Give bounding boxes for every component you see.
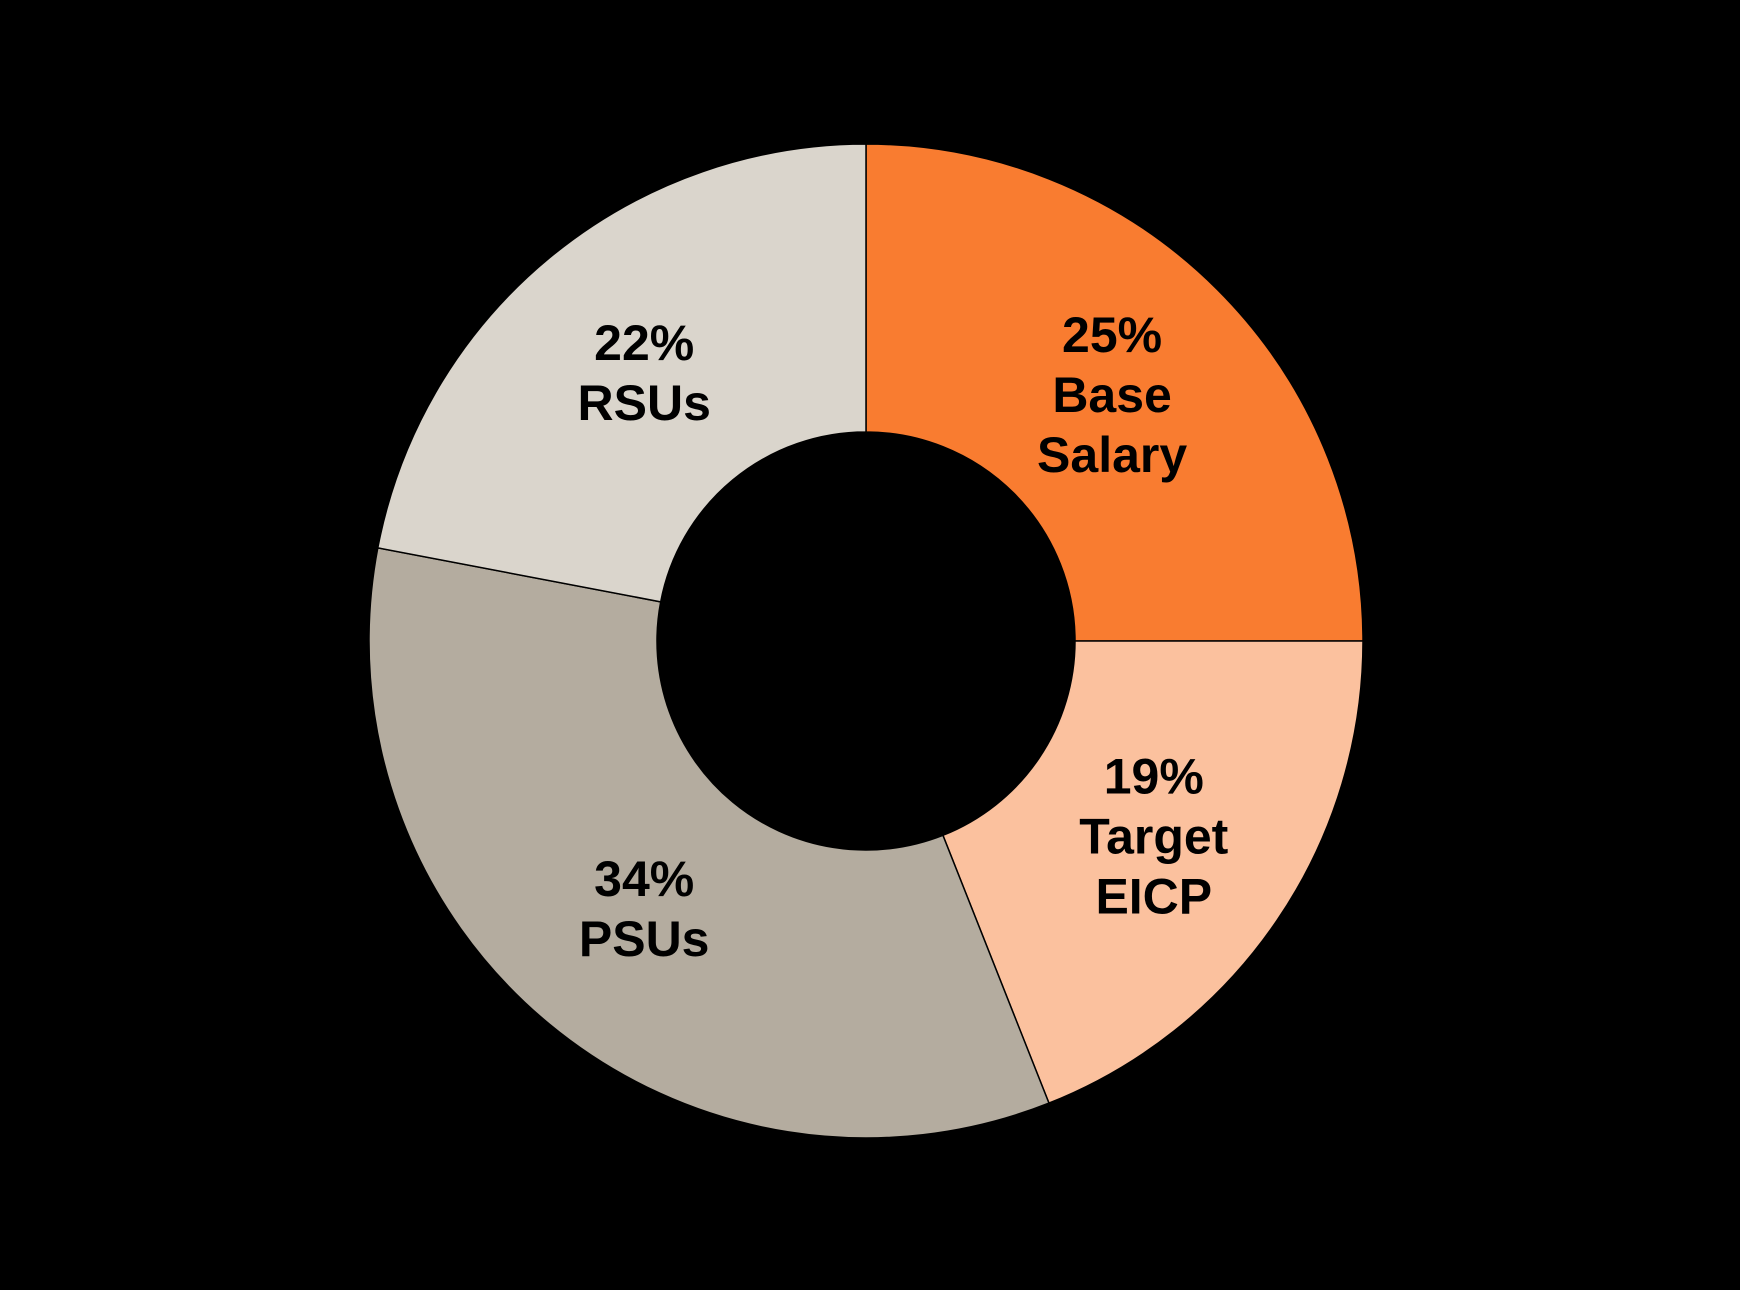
pie-slice-psus (368, 546, 1050, 1139)
pie-slice-base-salary (865, 143, 1364, 642)
pie-slice-rsus (376, 143, 867, 603)
slice-label-rsus: 22% RSUs (578, 315, 711, 431)
slice-label-psus: 34% PSUs (579, 851, 710, 967)
slice-label-target-eicp: 19% Target EICP (1079, 749, 1228, 925)
pie-slice-target-eicp (941, 640, 1364, 1105)
slice-label-base-salary: 25% Base Salary (1037, 307, 1187, 483)
